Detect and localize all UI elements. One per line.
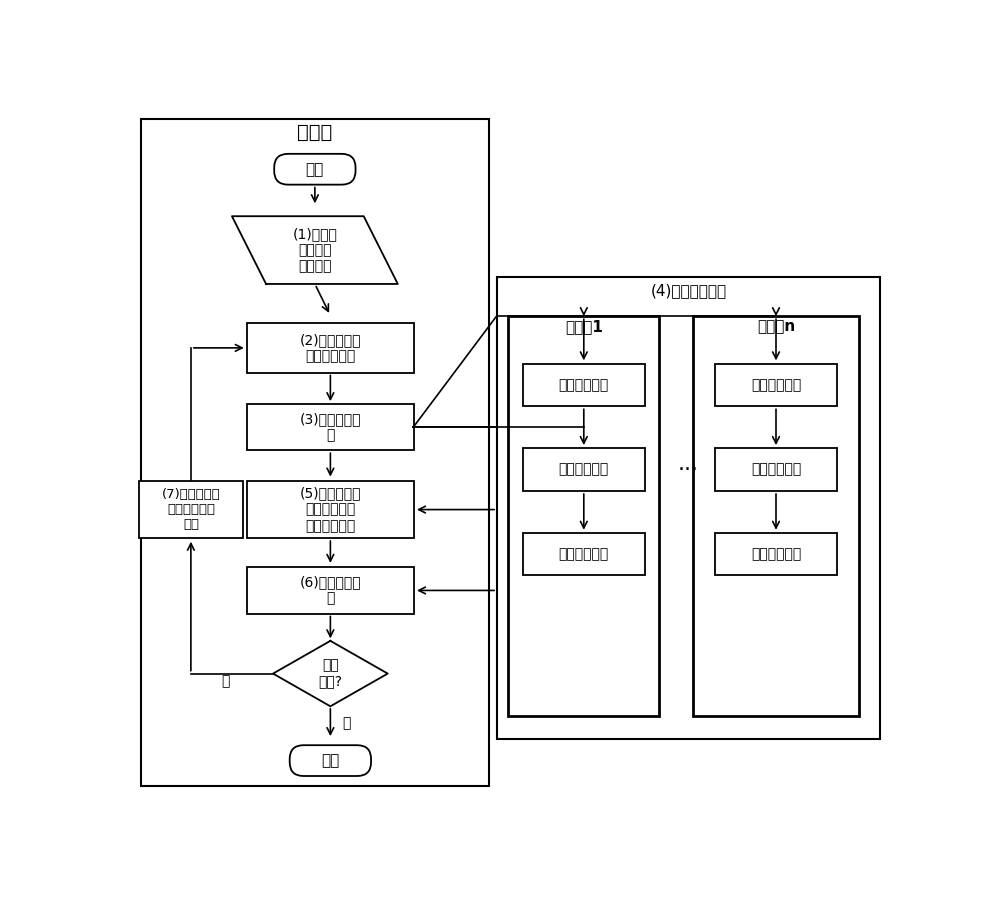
FancyBboxPatch shape <box>290 745 371 776</box>
Text: 子线程n: 子线程n <box>757 319 795 335</box>
Text: 决策车辆运动: 决策车辆运动 <box>751 463 801 476</box>
Text: 更新车辆状态: 更新车辆状态 <box>751 547 801 562</box>
Bar <box>715 363 837 406</box>
Text: 仿真
完成?: 仿真 完成? <box>318 658 342 689</box>
Bar <box>247 481 414 538</box>
Text: (5)统计并行线
程负荷，计算
均衡分配方案: (5)统计并行线 程负荷，计算 均衡分配方案 <box>300 486 361 533</box>
Bar <box>140 118 489 787</box>
Polygon shape <box>273 640 388 706</box>
Text: (4)并行线程计算: (4)并行线程计算 <box>650 283 726 299</box>
Bar <box>523 363 645 406</box>
Bar <box>247 323 414 373</box>
Text: (6)保存车辆数
据: (6)保存车辆数 据 <box>300 575 361 605</box>
Bar <box>523 448 645 491</box>
Bar <box>139 481 243 538</box>
Text: 否: 否 <box>222 675 230 688</box>
Text: 决策车辆运动: 决策车辆运动 <box>559 463 609 476</box>
Bar <box>247 567 414 614</box>
Text: (1)获取路
网数据和
车辆数据: (1)获取路 网数据和 车辆数据 <box>292 227 337 274</box>
Text: 开始: 开始 <box>306 161 324 177</box>
Bar <box>715 448 837 491</box>
Text: (7)更新路网数
据，新增仿真
车辆: (7)更新路网数 据，新增仿真 车辆 <box>162 488 220 531</box>
Bar <box>523 533 645 575</box>
Bar <box>693 316 859 716</box>
Bar <box>508 316 659 716</box>
Text: 检索最优路径: 检索最优路径 <box>559 378 609 392</box>
Text: 子线程1: 子线程1 <box>565 319 603 335</box>
Bar <box>715 533 837 575</box>
Text: 结束: 结束 <box>321 753 340 768</box>
Bar <box>247 404 414 450</box>
Text: ···: ··· <box>678 459 699 480</box>
Text: (3)分配并行线
程: (3)分配并行线 程 <box>300 412 361 442</box>
FancyBboxPatch shape <box>274 154 356 185</box>
Text: 是: 是 <box>342 717 350 731</box>
Text: (2)计算路段和
交叉口的阻抗: (2)计算路段和 交叉口的阻抗 <box>300 333 361 363</box>
Text: 检索最优路径: 检索最优路径 <box>751 378 801 392</box>
Text: 主线程: 主线程 <box>297 123 332 142</box>
Text: 更新车辆状态: 更新车辆状态 <box>559 547 609 562</box>
Polygon shape <box>232 216 398 284</box>
Bar <box>497 277 880 739</box>
